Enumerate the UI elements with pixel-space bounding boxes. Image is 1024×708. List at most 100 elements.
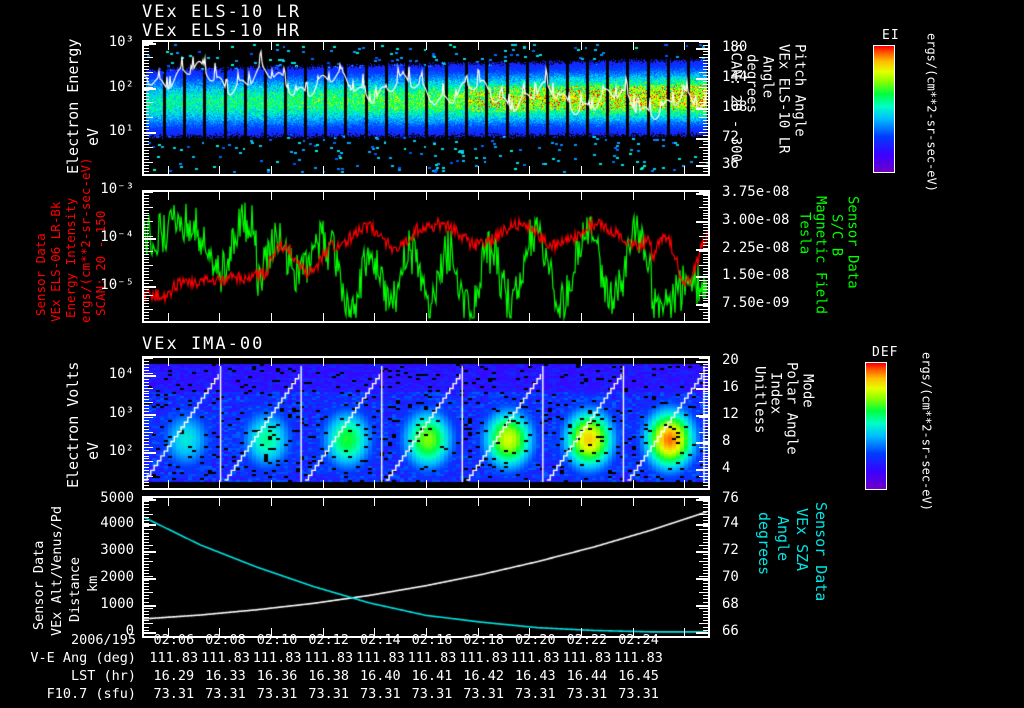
panel2-bottom-time-tick xyxy=(581,313,582,321)
bottom-cell-time-row-3: 02:12 xyxy=(308,632,350,648)
panel3-left-minor-tick xyxy=(144,423,149,424)
panel1-left-minor-tick xyxy=(144,105,149,106)
panel1-plot-area[interactable] xyxy=(142,40,710,176)
panel2-left-minor-tick xyxy=(144,292,149,293)
panel1-colorbar-title: EI xyxy=(882,28,900,43)
panel4-left-minor-tick xyxy=(144,507,149,508)
panel2-top-time-tick xyxy=(168,192,169,200)
panel3-right-axis-label-0: Mode xyxy=(799,374,816,408)
panel3-top-time-tick xyxy=(323,358,324,366)
panel4-left-minor-tick xyxy=(144,526,149,527)
bottom-cell-ve-ang-row-1: 111.83 xyxy=(201,650,250,666)
panel2-left-minor-tick xyxy=(144,303,149,304)
panel4-right-minor-tick xyxy=(699,529,708,530)
panel4-top-time-tick xyxy=(426,498,427,506)
panel2-left-tick-label: 10⁻⁴ xyxy=(100,228,134,245)
panel1-right-minor-tick xyxy=(699,117,708,118)
panel2-left-major-tick xyxy=(144,190,156,192)
panel4-left-major-tick xyxy=(144,632,156,634)
panel4-left-tick-label: 5000 xyxy=(100,489,134,506)
panel4-left-minor-tick xyxy=(144,602,149,603)
panel4-top-time-tick xyxy=(168,498,169,506)
panel4-bottom-time-tick xyxy=(478,628,479,636)
panel3-top-time-tick xyxy=(529,358,530,366)
panel1-left-minor-tick xyxy=(144,135,149,136)
bottom-cell-time-row-5: 02:16 xyxy=(411,632,453,648)
panel1-right-minor-tick xyxy=(703,150,708,151)
panel4-left-minor-tick xyxy=(144,580,149,581)
panel2-right-minor-tick xyxy=(703,254,708,255)
panel3-right-minor-tick xyxy=(699,417,708,418)
panel3-right-tick-label: 8 xyxy=(722,432,731,449)
panel4-right-minor-tick xyxy=(699,545,708,546)
panel4-plot-area[interactable] xyxy=(142,496,710,638)
panel1-right-minor-tick xyxy=(703,174,708,175)
panel4-left-minor-tick xyxy=(144,636,149,637)
panel1-right-minor-tick xyxy=(703,81,708,82)
panel4-right-minor-tick xyxy=(703,533,708,534)
panel1-left-minor-tick xyxy=(144,54,149,55)
panel2-left-minor-tick xyxy=(144,224,149,225)
panel4-left-minor-tick xyxy=(144,504,149,505)
panel1-left-minor-tick xyxy=(144,138,149,139)
panel3-plot-area[interactable] xyxy=(142,356,710,490)
panel3-right-axis-label-1: Polar Angle xyxy=(783,362,800,455)
panel4-bottom-time-tick xyxy=(168,628,169,636)
panel4-right-minor-tick xyxy=(703,602,708,603)
panel4-right-major-tick xyxy=(696,605,708,607)
panel4-right-axis-label-1: VEx SZA xyxy=(792,508,811,572)
panel3-right-minor-tick xyxy=(699,432,708,433)
panel1-left-minor-tick xyxy=(144,57,153,58)
panel2-right-major-tick xyxy=(696,304,708,306)
panel3-left-minor-tick xyxy=(144,450,149,451)
panel2-right-minor-tick xyxy=(703,257,708,258)
bottom-cell-ve-ang-row-2: 111.83 xyxy=(252,650,302,666)
panel3-left-minor-tick xyxy=(144,456,149,457)
panel2-left-minor-tick xyxy=(144,257,149,258)
panel2-bottom-time-tick xyxy=(219,313,220,321)
panel3-right-minor-tick xyxy=(703,382,708,383)
panel2-left-minor-tick xyxy=(144,268,149,269)
panel4-right-minor-tick xyxy=(703,627,708,628)
bottom-cell-time-row-1: 02:08 xyxy=(205,632,246,648)
panel3-left-minor-tick xyxy=(144,385,149,386)
panel1-bottom-time-tick xyxy=(219,166,220,174)
bottom-row-label-ve-ang-row: V-E Ang (deg) xyxy=(30,650,136,666)
panel1-left-axis-unit: eV xyxy=(84,127,102,146)
panel2-left-minor-tick xyxy=(144,300,149,301)
panel1-right-minor-tick xyxy=(699,162,708,163)
panel3-right-minor-tick xyxy=(699,461,708,462)
panel1-bottom-time-tick xyxy=(633,166,634,174)
panel1-right-axis-label-3: degrees xyxy=(743,54,760,114)
panel3-right-minor-tick xyxy=(703,441,708,442)
panel3-right-minor-tick xyxy=(703,456,708,457)
panel2-left-minor-tick xyxy=(144,280,153,281)
panel3-bottom-time-tick xyxy=(271,480,272,488)
panel3-title: VEx IMA-00 xyxy=(142,334,265,354)
panel1-right-tick-label: 144 xyxy=(722,69,748,86)
panel2-bottom-time-tick xyxy=(478,313,479,321)
panel1-right-minor-tick xyxy=(703,141,708,142)
panel1-right-minor-tick xyxy=(703,69,708,70)
panel4-right-major-tick xyxy=(696,524,708,526)
panel4-right-minor-tick xyxy=(703,567,708,568)
panel2-plot-area[interactable] xyxy=(142,190,710,323)
panel3-right-tick-label: 20 xyxy=(722,352,739,369)
panel4-left-minor-tick xyxy=(144,533,149,534)
panel3-right-minor-tick xyxy=(703,438,708,439)
panel1-left-minor-tick xyxy=(144,60,149,61)
panel2-right-minor-tick xyxy=(699,295,708,296)
panel1-right-major-tick xyxy=(696,78,708,80)
panel3-top-time-tick xyxy=(271,358,272,366)
panel3-right-minor-tick xyxy=(703,370,708,371)
panel1-right-major-tick xyxy=(696,165,708,167)
panel4-right-minor-tick xyxy=(703,636,708,637)
panel4-bottom-time-tick xyxy=(271,628,272,636)
panel3-right-minor-tick xyxy=(703,379,708,380)
panel4-left-minor-tick xyxy=(144,498,153,499)
panel1-left-minor-tick xyxy=(144,63,149,64)
panel2-right-minor-tick xyxy=(703,300,708,301)
panel2-left-minor-tick xyxy=(144,259,149,260)
bottom-cell-lst-row-1: 16.33 xyxy=(205,668,246,684)
panel3-left-minor-tick xyxy=(144,488,149,489)
